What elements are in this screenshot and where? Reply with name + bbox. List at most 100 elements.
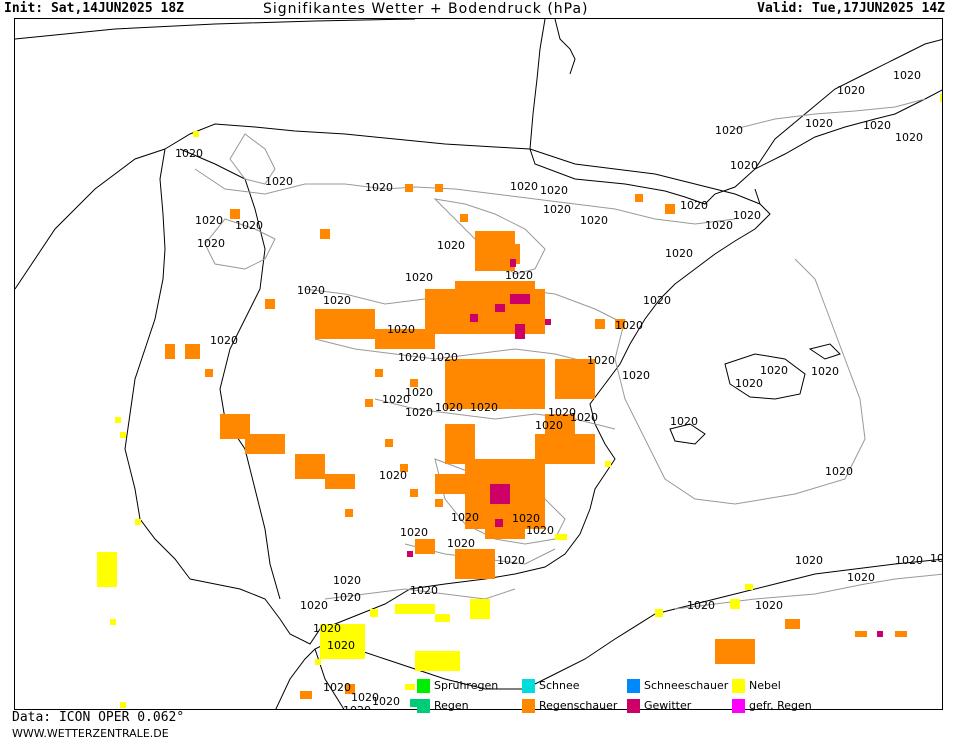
isobar-label: 1020	[297, 284, 325, 297]
legend-label: Schneeschauer	[644, 679, 729, 692]
legend-label: gefr. Regen	[749, 699, 812, 712]
isobar-line	[194, 168, 736, 225]
isobar-label: 1020	[622, 369, 650, 382]
isobar-label: 1020	[372, 695, 400, 708]
isobar-label: 1020	[570, 411, 598, 424]
isobar-label: 1020	[893, 69, 921, 82]
source-url: WWW.WETTERZENTRALE.DE	[12, 727, 169, 740]
isobar-label: 1020	[333, 574, 361, 587]
isobars	[194, 98, 942, 610]
legend-label: Gewitter	[644, 699, 692, 712]
isobar-label: 1020	[210, 334, 238, 347]
coastline-northwest	[15, 19, 416, 40]
isobar-label: 1020	[805, 117, 833, 130]
isobar-label: 1020	[733, 209, 761, 222]
island-ibiza	[669, 423, 706, 445]
isobar-label: 1020	[665, 247, 693, 260]
isobar-label: 1020	[730, 159, 758, 172]
isobar-label: 1020	[300, 599, 328, 612]
isobar-label: 1020	[323, 681, 351, 694]
isobar-label: 1020	[435, 401, 463, 414]
isobar-label: 1020	[760, 364, 788, 377]
isobar-label: 1020	[410, 584, 438, 597]
legend-label: Regen	[434, 699, 469, 712]
island-mallorca	[724, 353, 806, 400]
isobar-label: 1020	[863, 119, 891, 132]
isobar-label: 1020	[437, 239, 465, 252]
isobar-label: 1020	[543, 203, 571, 216]
island-menorca	[808, 343, 841, 360]
weather-map: 1020 1020 1020 1020 1020 1020 1020 1020 1020 1020…	[14, 18, 943, 710]
isobar-label: 1020	[548, 406, 576, 419]
isobar-label: 1020	[382, 393, 410, 406]
isobar-label: 1020	[387, 323, 415, 336]
legend-swatch	[732, 699, 745, 713]
precip-regenschauer	[165, 184, 907, 699]
isobar-label: 1020	[323, 294, 351, 307]
isobar-label: 1020	[235, 219, 263, 232]
isobar-line	[204, 218, 276, 270]
legend-swatch	[627, 679, 640, 693]
legend-swatch	[417, 679, 430, 693]
coastline-portugal	[124, 148, 191, 580]
isobar-label: 1020	[715, 124, 743, 137]
isobar-label: 1020	[405, 386, 433, 399]
precip-gewitter	[407, 259, 883, 637]
isobar-label: 1020	[175, 147, 203, 160]
isobar-label: 1020	[825, 465, 853, 478]
isobar-label: 1020	[540, 184, 568, 197]
coastline-ebro-north	[554, 19, 576, 75]
isobar-line	[314, 338, 596, 365]
coastline-atlantic-curve	[15, 148, 166, 290]
isobar-label: 1020	[680, 199, 708, 212]
isobar-label: 1020	[398, 351, 426, 364]
border-france	[529, 148, 761, 205]
isobar-label: 1020	[197, 237, 225, 250]
isobar-label: 1020	[505, 269, 533, 282]
isobar-label: 1020	[837, 84, 865, 97]
isobar-label: 1020	[587, 354, 615, 367]
isobar-label: 1020	[351, 691, 379, 704]
isobar-label: 1020	[895, 131, 923, 144]
coastline-south	[189, 188, 771, 645]
isobar-label: 1020	[343, 704, 371, 710]
isobar-label: 1020	[333, 591, 361, 604]
coastline-africa	[275, 558, 942, 709]
isobar-label: 1020	[643, 294, 671, 307]
border-france-east	[754, 39, 942, 170]
isobar-labels: 1020 1020 1020 1020 1020 1020 1020 1020 1020 1020…	[175, 69, 942, 710]
legend-label: Nebel	[749, 679, 781, 692]
border-portugal	[179, 148, 281, 600]
isobar-label: 1020	[497, 554, 525, 567]
isobar-label: 1020	[535, 419, 563, 432]
map-canvas: 1020 1020 1020 1020 1020 1020 1020 1020 1020 1020…	[15, 19, 942, 710]
data-source: Data: ICON OPER 0.062°	[12, 710, 185, 725]
isobar-label: 1020	[365, 181, 393, 194]
isobar-label: 1020	[705, 219, 733, 232]
isobar-label: 1020	[670, 415, 698, 428]
isobar-label: 1020	[580, 214, 608, 227]
isobar-label: 1020	[195, 214, 223, 227]
legend-swatch	[522, 679, 535, 693]
legend-swatch	[417, 699, 430, 713]
legend-swatch	[522, 699, 535, 713]
legend-swatch	[627, 699, 640, 713]
isobar-label: 1020	[615, 319, 643, 332]
precip-regen	[410, 699, 420, 707]
valid-time: Valid: Tue,17JUN2025 14Z	[757, 1, 945, 16]
isobar-label: 1020	[510, 180, 538, 193]
isobar-label: 1020	[400, 526, 428, 539]
map-title: Signifikantes Wetter + Bodendruck (hPa)	[263, 1, 589, 17]
isobar-line	[734, 98, 926, 130]
isobar-label: 1020	[811, 365, 839, 378]
isobar-label: 1020	[687, 599, 715, 612]
isobar-label: 1020	[451, 511, 479, 524]
isobar-label: 1020	[735, 377, 763, 390]
coastline-france-west	[529, 19, 546, 150]
isobar-label: 1020	[430, 351, 458, 364]
isobar-label: 1020	[313, 622, 341, 635]
isobar-label: 1020	[795, 554, 823, 567]
isobar-label: 1020	[755, 599, 783, 612]
isobar-label: 1020	[327, 639, 355, 652]
isobar-line	[433, 198, 546, 275]
